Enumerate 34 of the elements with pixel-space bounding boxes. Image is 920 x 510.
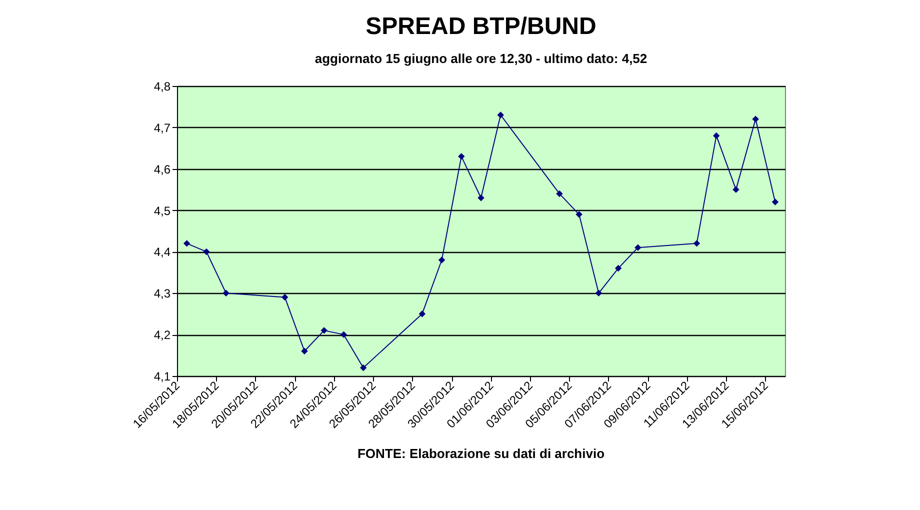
point (752, 116, 759, 122)
point (458, 153, 465, 160)
point (693, 240, 700, 247)
point (282, 294, 288, 301)
y-tick-label: 4,1 (154, 370, 171, 384)
point (183, 240, 190, 247)
point (478, 194, 484, 202)
point (360, 364, 367, 372)
y-tick-label: 4,2 (154, 328, 171, 342)
source-note: FONTE: Elaborazione su dati di archivio (357, 446, 605, 461)
point (203, 248, 210, 256)
point (595, 290, 602, 296)
point (418, 310, 426, 318)
point (497, 112, 504, 118)
y-tick-label: 4,6 (154, 162, 171, 176)
y-tick-label: 4,4 (154, 245, 171, 260)
point (301, 348, 308, 354)
y-tick-label: 4,8 (154, 80, 171, 94)
point (713, 132, 720, 140)
point (576, 211, 582, 218)
y-tick-label: 4,7 (154, 120, 171, 135)
point (772, 198, 779, 206)
y-tick-label: 4,3 (154, 286, 171, 301)
point (732, 186, 740, 193)
chart-title: SPREAD BTP/BUND (366, 13, 596, 40)
point (340, 331, 348, 338)
y-tick-label: 4,5 (154, 204, 171, 218)
point (320, 327, 328, 334)
point (614, 264, 622, 272)
chart-subtitle: aggiornato 15 giugno alle ore 12,30 - ultimo dato: 4,52 (314, 51, 648, 66)
point (634, 244, 642, 251)
point (556, 190, 563, 198)
point (222, 290, 230, 296)
point (438, 256, 446, 264)
